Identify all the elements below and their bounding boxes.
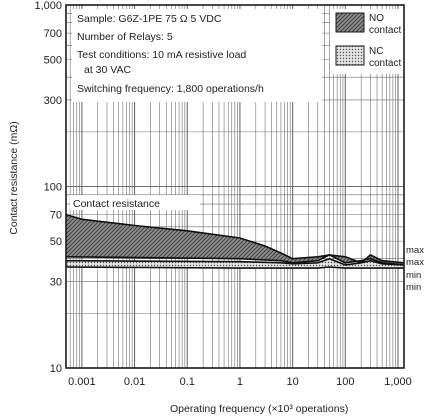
annotation-line-switching-frequency: Switching frequency: 1,800 operations/h [77, 83, 264, 95]
legend: NO contact NC contact [330, 9, 408, 74]
min-line-nc-contact [65, 266, 404, 269]
x-tick-label: 0.01 [124, 376, 145, 388]
side-label-min-no: min [406, 270, 421, 281]
data-bands [65, 213, 405, 269]
annotation-line-test-conditions: Test conditions: 10 mA resistive load [77, 49, 246, 61]
side-label-max-nc: max [406, 257, 424, 268]
legend-label-nc-line1: NC [369, 46, 383, 57]
max-line-nc-contact [65, 257, 405, 266]
y-tick-label: 500 [44, 55, 62, 67]
y-tick-label: 30 [50, 276, 62, 288]
y-tick-label: 300 [44, 95, 62, 107]
legend-label-no-line2: contact [369, 25, 401, 36]
annotation-line-voltage: at 30 VAC [84, 64, 131, 76]
annotation-background [72, 9, 322, 102]
x-tick-label: 100 [336, 376, 354, 388]
x-tick-label: 0.1 [180, 376, 195, 388]
y-tick-label: 10 [50, 363, 62, 375]
side-label-min-nc: min [406, 282, 421, 293]
band-nc-contact [66, 258, 404, 269]
min-line-no-contact [65, 254, 405, 266]
max-line-no-contact [65, 213, 405, 264]
curve-label-background [70, 195, 200, 210]
y-tick-label: 50 [50, 236, 62, 248]
legend-label-nc-line2: contact [369, 58, 401, 69]
curve-label: Contact resistance [73, 198, 160, 210]
x-tick-label: 10 [286, 376, 298, 388]
test-conditions-annotation: Sample: G6Z-1PE 75 Ω 5 VDC Number of Rel… [72, 9, 322, 102]
x-tick-label: 1,000 [384, 376, 412, 388]
y-tick-label: 70 [50, 210, 62, 222]
side-labels: max max min min [406, 245, 424, 293]
legend-label-no-line1: NO [369, 13, 384, 24]
x-tick-label: 0.001 [68, 376, 96, 388]
legend-swatch-nc-contact [335, 45, 365, 66]
x-tick-labels: 0.001 0.01 0.1 1 10 100 1,000 [68, 376, 412, 388]
x-axis-label: Operating frequency (×10³ operations) [170, 403, 348, 415]
y-tick-label: 1,000 [34, 0, 62, 12]
annotation-line-sample: Sample: G6Z-1PE 75 Ω 5 VDC [77, 13, 222, 25]
x-tick-label: 1 [237, 376, 243, 388]
plot-frame [65, 4, 405, 369]
side-label-max-no: max [406, 245, 424, 256]
y-axis-label: Contact resistance (mΩ) [8, 121, 20, 234]
y-tick-label: 700 [44, 28, 62, 40]
legend-swatch-no-contact [335, 12, 365, 33]
annotation-line-relays: Number of Relays: 5 [77, 31, 173, 43]
y-tick-label: 100 [44, 182, 62, 194]
y-tick-labels: 10 30 50 70 100 300 500 700 1,000 [34, 0, 62, 375]
